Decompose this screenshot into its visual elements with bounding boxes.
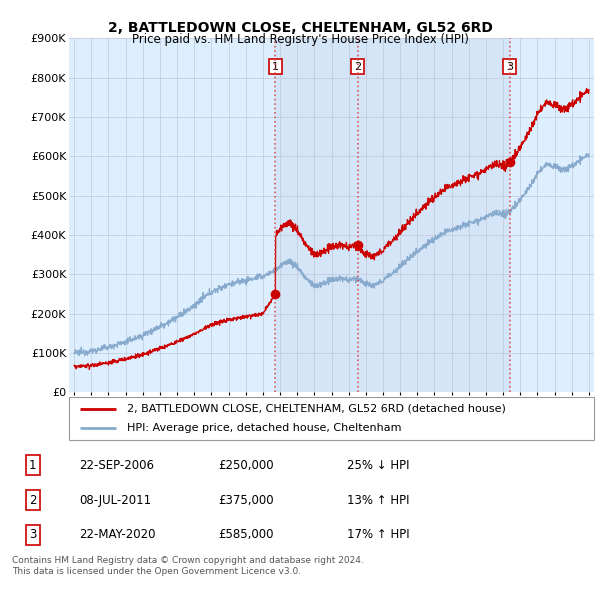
Text: 3: 3 [29, 529, 36, 542]
Text: 1: 1 [272, 62, 279, 71]
FancyBboxPatch shape [69, 397, 594, 440]
Text: 13% ↑ HPI: 13% ↑ HPI [347, 493, 410, 507]
Text: 3: 3 [506, 62, 513, 71]
Text: 2: 2 [29, 493, 37, 507]
Text: 1: 1 [29, 458, 37, 471]
Text: 25% ↓ HPI: 25% ↓ HPI [347, 458, 410, 471]
Text: £585,000: £585,000 [218, 529, 273, 542]
Text: £375,000: £375,000 [218, 493, 274, 507]
Text: Price paid vs. HM Land Registry's House Price Index (HPI): Price paid vs. HM Land Registry's House … [131, 33, 469, 46]
Text: HPI: Average price, detached house, Cheltenham: HPI: Average price, detached house, Chel… [127, 423, 401, 433]
Text: 2, BATTLEDOWN CLOSE, CHELTENHAM, GL52 6RD (detached house): 2, BATTLEDOWN CLOSE, CHELTENHAM, GL52 6R… [127, 404, 506, 414]
Text: 17% ↑ HPI: 17% ↑ HPI [347, 529, 410, 542]
Text: 2: 2 [354, 62, 361, 71]
Bar [275, 38, 358, 392]
Bar [358, 38, 510, 392]
Text: 2, BATTLEDOWN CLOSE, CHELTENHAM, GL52 6RD: 2, BATTLEDOWN CLOSE, CHELTENHAM, GL52 6R… [107, 21, 493, 35]
Text: Contains HM Land Registry data © Crown copyright and database right 2024.
This d: Contains HM Land Registry data © Crown c… [12, 556, 364, 576]
Text: 08-JUL-2011: 08-JUL-2011 [80, 493, 152, 507]
Text: £250,000: £250,000 [218, 458, 274, 471]
Text: 22-SEP-2006: 22-SEP-2006 [80, 458, 155, 471]
Text: 22-MAY-2020: 22-MAY-2020 [80, 529, 156, 542]
